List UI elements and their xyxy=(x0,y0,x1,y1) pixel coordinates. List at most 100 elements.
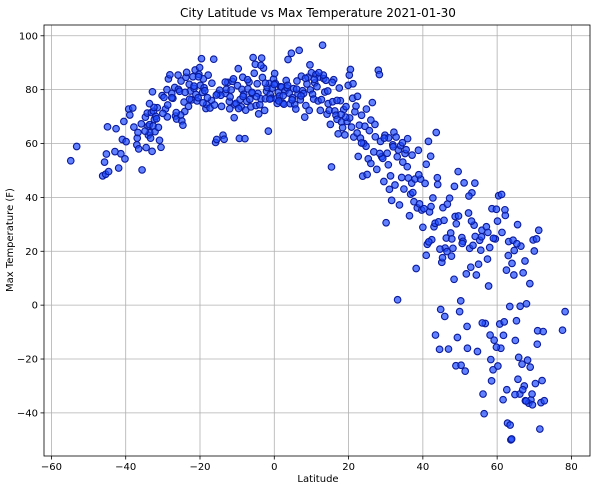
data-point xyxy=(511,390,519,399)
data-point xyxy=(174,71,182,79)
data-point xyxy=(480,409,488,418)
data-point xyxy=(519,268,527,277)
data-point xyxy=(461,367,470,376)
data-point xyxy=(463,322,471,331)
data-point xyxy=(460,179,468,187)
y-tick-label: 60 xyxy=(25,139,38,150)
data-point xyxy=(283,81,292,90)
plot-frame xyxy=(43,24,591,457)
data-point xyxy=(194,93,202,102)
data-point xyxy=(457,361,465,370)
data-point xyxy=(114,164,123,172)
data-point xyxy=(172,108,181,117)
data-point xyxy=(426,152,435,161)
data-point xyxy=(518,385,527,394)
data-point xyxy=(500,318,509,326)
data-point xyxy=(436,305,445,314)
data-point xyxy=(469,241,477,250)
data-point xyxy=(199,98,207,107)
data-point xyxy=(400,185,408,193)
data-point xyxy=(291,105,300,113)
data-point xyxy=(462,270,471,278)
data-point xyxy=(385,185,394,194)
data-point xyxy=(424,137,433,146)
data-point xyxy=(167,93,176,102)
data-point xyxy=(393,152,402,161)
data-point xyxy=(179,121,187,130)
data-point xyxy=(301,74,310,83)
data-point xyxy=(454,167,462,176)
data-point xyxy=(444,345,453,353)
data-point xyxy=(398,158,407,166)
data-point xyxy=(357,139,366,147)
data-point xyxy=(327,163,336,171)
data-point xyxy=(102,150,111,158)
y-tick-label: 80 xyxy=(25,85,38,96)
data-point xyxy=(346,65,355,74)
data-point xyxy=(383,149,392,158)
data-point xyxy=(349,79,357,88)
x-tick-label: 60 xyxy=(491,462,504,473)
data-point xyxy=(398,138,407,147)
data-point xyxy=(533,340,542,349)
data-point xyxy=(315,68,323,77)
data-point xyxy=(204,71,213,79)
data-point xyxy=(387,196,396,205)
data-point xyxy=(456,296,465,305)
data-point xyxy=(362,105,371,113)
data-point xyxy=(100,158,109,166)
data-point xyxy=(326,120,335,129)
data-point xyxy=(501,205,509,214)
data-point xyxy=(536,425,544,433)
data-point xyxy=(185,95,194,103)
x-tick-label: −60 xyxy=(41,462,62,473)
data-point xyxy=(435,345,444,354)
data-point xyxy=(380,177,388,186)
data-point xyxy=(239,92,247,101)
data-point xyxy=(467,217,476,225)
data-point xyxy=(154,123,163,132)
data-point xyxy=(252,92,261,101)
data-point xyxy=(347,123,356,131)
data-point xyxy=(450,275,458,284)
data-point xyxy=(478,319,487,327)
data-point xyxy=(384,160,393,169)
data-point xyxy=(492,343,501,352)
data-point xyxy=(148,87,157,96)
data-point xyxy=(472,271,481,279)
data-point xyxy=(375,149,384,158)
data-point xyxy=(333,96,341,105)
data-point xyxy=(476,246,485,255)
data-point xyxy=(104,167,113,176)
data-point xyxy=(485,243,494,252)
data-point xyxy=(522,299,531,308)
data-point xyxy=(530,247,539,255)
data-point xyxy=(160,93,168,102)
data-point xyxy=(341,131,349,139)
data-point xyxy=(502,385,511,394)
data-point xyxy=(514,375,522,384)
data-point xyxy=(455,307,464,316)
data-point xyxy=(293,77,301,85)
data-point xyxy=(112,124,120,133)
data-point xyxy=(338,123,347,132)
data-point xyxy=(497,190,506,199)
data-point xyxy=(502,266,511,274)
data-point xyxy=(432,128,441,137)
data-point xyxy=(148,147,156,156)
data-point xyxy=(486,355,495,364)
data-point xyxy=(166,70,174,79)
data-point xyxy=(225,104,234,113)
x-tick-label: −40 xyxy=(115,462,136,473)
data-point xyxy=(512,239,521,248)
data-point xyxy=(138,166,146,174)
data-point xyxy=(305,106,314,115)
data-point xyxy=(250,69,259,78)
data-point xyxy=(408,188,417,197)
data-point xyxy=(422,160,431,169)
data-point xyxy=(427,202,435,211)
data-point xyxy=(200,86,209,95)
data-point xyxy=(506,421,514,429)
data-point xyxy=(316,106,325,115)
data-point xyxy=(295,46,304,55)
